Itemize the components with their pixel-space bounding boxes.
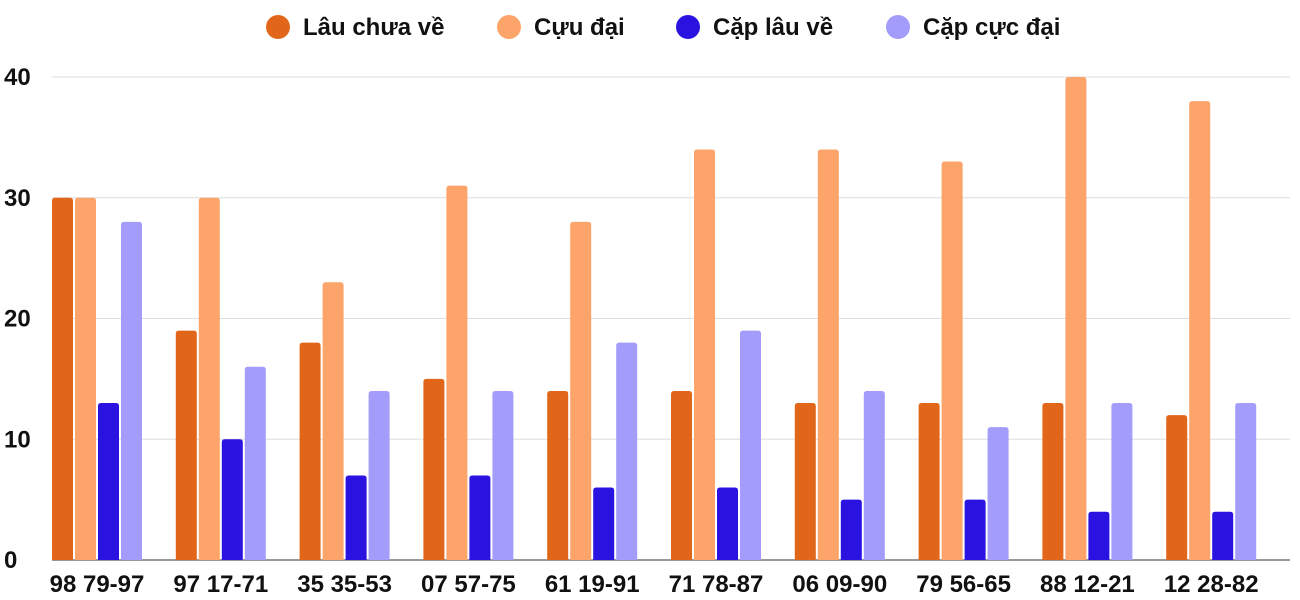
- bar-7-3: [987, 427, 1009, 560]
- bar-5-3: [740, 330, 761, 560]
- bar-0-2: [98, 403, 119, 560]
- bar-7-1: [941, 161, 963, 560]
- bar-4-2: [593, 487, 615, 560]
- bar-9-0: [1166, 415, 1188, 560]
- bar-7-0: [918, 403, 940, 560]
- bar-3-0: [423, 378, 445, 560]
- bar-2-0: [299, 342, 321, 560]
- x-tick-label: 79 56-65: [916, 571, 1011, 598]
- bar-8-0: [1042, 403, 1064, 560]
- bar-2-3: [368, 390, 390, 560]
- bar-1-2: [221, 439, 243, 560]
- bar-5-2: [717, 487, 738, 560]
- bar-4-3: [616, 342, 638, 560]
- x-tick-label: 97 17-71: [173, 571, 268, 598]
- bar-6-2: [840, 499, 862, 560]
- bar-6-3: [863, 390, 885, 560]
- legend-label: Lâu chưa về: [303, 14, 444, 41]
- x-tick-label: 07 57-75: [421, 571, 516, 598]
- bar-9-3: [1235, 403, 1257, 560]
- x-tick-label: 61 19-91: [545, 571, 640, 598]
- y-tick-label: 20: [4, 306, 31, 333]
- y-tick-label: 0: [4, 547, 17, 574]
- y-tick-label: 40: [4, 64, 31, 91]
- bar-9-1: [1189, 101, 1211, 561]
- bar-3-3: [492, 390, 514, 560]
- legend-item[interactable]: Cựu đại: [497, 14, 625, 41]
- x-tick-label: 35 35-53: [297, 571, 392, 598]
- y-tick-label: 10: [4, 426, 31, 453]
- x-tick-label: 98 79-97: [50, 571, 145, 598]
- bar-3-1: [446, 185, 468, 561]
- bar-6-0: [794, 403, 816, 560]
- legend-item[interactable]: Cặp cực đại: [886, 14, 1060, 41]
- legend-swatch: [886, 15, 910, 39]
- bar-9-2: [1212, 511, 1234, 560]
- bar-1-3: [244, 366, 266, 560]
- bar-8-1: [1065, 77, 1087, 560]
- bar-0-3: [121, 221, 142, 560]
- legend: Lâu chưa về Cựu đại Cặp lâu về Cặp cực đại: [266, 14, 1060, 41]
- bar-7-2: [964, 499, 986, 560]
- y-axis: 0 10 20 30 40: [4, 64, 31, 574]
- bar-2-1: [322, 282, 344, 560]
- legend-label: Cựu đại: [534, 14, 625, 41]
- y-tick-label: 30: [4, 185, 31, 212]
- bar-3-2: [469, 475, 491, 560]
- bars: [52, 77, 1257, 561]
- x-tick-label: 88 12-21: [1040, 571, 1135, 598]
- bar-1-0: [175, 330, 197, 560]
- legend-item[interactable]: Lâu chưa về: [266, 14, 444, 41]
- bar-8-2: [1088, 511, 1110, 560]
- bar-0-0: [52, 197, 73, 560]
- bar-4-1: [570, 221, 592, 560]
- legend-item[interactable]: Cặp lâu về: [676, 14, 833, 41]
- legend-label: Cặp lâu về: [713, 14, 833, 41]
- x-tick-label: 12 28-82: [1164, 571, 1259, 598]
- bar-6-1: [817, 149, 839, 560]
- legend-label: Cặp cực đại: [923, 14, 1060, 41]
- legend-swatch: [676, 15, 700, 39]
- bar-5-0: [671, 390, 692, 560]
- bar-0-1: [75, 197, 96, 560]
- legend-swatch: [266, 15, 290, 39]
- bar-4-0: [547, 390, 569, 560]
- bar-5-1: [694, 149, 715, 560]
- bar-1-1: [198, 197, 220, 560]
- x-tick-label: 06 09-90: [792, 571, 887, 598]
- x-tick-label: 71 78-87: [669, 571, 764, 598]
- legend-swatch: [497, 15, 521, 39]
- bar-8-3: [1111, 403, 1133, 560]
- x-axis: 98 79-97 97 17-71 35 35-53 07 57-75 61 19-91…: [50, 571, 1259, 598]
- bar-2-2: [345, 475, 367, 560]
